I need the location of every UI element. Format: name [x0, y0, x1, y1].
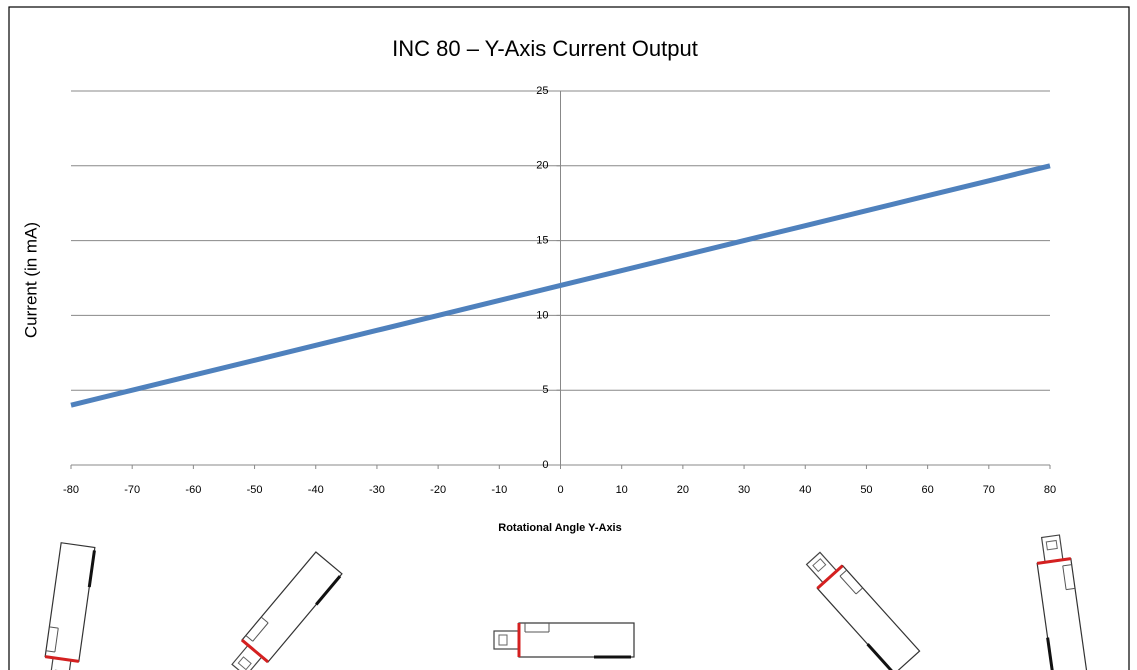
x-axis-label: Rotational Angle Y-Axis	[498, 522, 621, 534]
x-tick-label: 70	[983, 484, 995, 496]
y-tick-label: 15	[536, 235, 548, 247]
x-tick-label: 60	[922, 484, 934, 496]
y-tick-label: 20	[536, 160, 548, 172]
x-tick-label: 0	[557, 484, 563, 496]
x-tick-label: -50	[247, 484, 263, 496]
y-tick-label: 0	[542, 459, 548, 471]
chart-title: INC 80 – Y-Axis Current Output	[392, 36, 698, 61]
y-tick-label: 10	[536, 309, 548, 321]
y-axis-label: Current (in mA)	[21, 222, 40, 338]
frame	[9, 7, 1129, 670]
x-tick-label: -40	[308, 484, 324, 496]
x-tick-label: 80	[1044, 484, 1056, 496]
x-tick-label: -70	[124, 484, 140, 496]
chart: INC 80 – Y-Axis Current Output Current (…	[0, 0, 1137, 670]
x-tick-label: -60	[185, 484, 201, 496]
y-tick-label: 25	[536, 85, 548, 97]
x-tick-label: 50	[860, 484, 872, 496]
x-tick-label: 30	[738, 484, 750, 496]
x-tick-label: 40	[799, 484, 811, 496]
x-tick-label: -30	[369, 484, 385, 496]
device-illustrations	[42, 534, 1087, 670]
x-tick-label: -10	[491, 484, 507, 496]
x-tick-label: -20	[430, 484, 446, 496]
x-tick-label: -80	[63, 484, 79, 496]
y-tick-label: 5	[542, 384, 548, 396]
x-tick-label: 10	[616, 484, 628, 496]
x-tick-label: 20	[677, 484, 689, 496]
